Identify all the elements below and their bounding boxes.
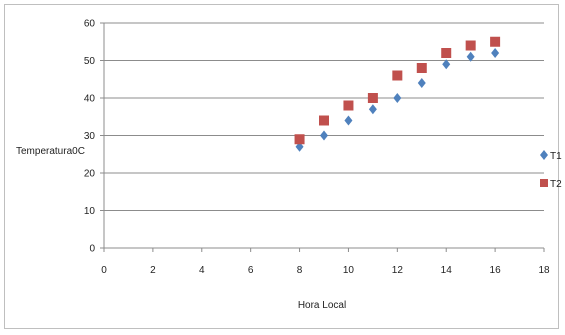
data-point-t2 (343, 100, 354, 111)
x-tick-label: 8 (297, 265, 303, 276)
data-point-t2 (490, 36, 501, 47)
x-tick-label: 0 (101, 265, 107, 276)
legend-label-t2: T2 (550, 179, 562, 190)
data-point-t1 (393, 93, 402, 103)
data-point-t2 (441, 48, 452, 58)
x-axis-title: Hora Local (298, 300, 346, 311)
data-point-t2 (294, 134, 305, 145)
y-tick-label: 50 (84, 56, 96, 67)
x-tick-label: 14 (441, 265, 453, 276)
data-point-t2 (392, 70, 403, 81)
data-points (294, 36, 501, 152)
y-tick-label: 30 (84, 131, 96, 142)
y-tick-label: 60 (84, 19, 96, 30)
x-tick-label: 10 (343, 265, 355, 276)
gridlines (104, 22, 544, 211)
data-point-t1 (320, 130, 328, 141)
legend-label-t1: T1 (550, 151, 562, 162)
legend: T1 T2 (540, 150, 562, 190)
y-tick-label: 20 (84, 169, 96, 180)
data-point-t2 (416, 63, 427, 73)
x-tick-label: 18 (538, 265, 550, 276)
axes (100, 22, 545, 252)
data-point-t1 (344, 115, 353, 126)
data-point-t2 (367, 93, 378, 103)
legend-marker-t2 (540, 179, 548, 187)
data-point-t1 (442, 59, 451, 70)
y-tick-labels: 0 10 20 30 40 50 60 (84, 19, 96, 255)
y-tick-label: 10 (84, 206, 96, 217)
data-point-t2 (465, 40, 476, 51)
x-tick-label: 12 (392, 265, 404, 276)
y-tick-label: 0 (89, 244, 95, 255)
y-tick-label: 40 (84, 94, 96, 105)
x-tick-label: 4 (199, 265, 205, 276)
data-point-t1 (417, 78, 426, 88)
x-tick-label: 2 (150, 265, 156, 276)
chart-frame (4, 4, 559, 329)
x-tick-label: 16 (490, 265, 502, 276)
legend-marker-t1 (540, 150, 548, 160)
data-point-t1 (368, 104, 377, 115)
x-tick-labels: 0 2 4 6 8 10 12 14 16 18 (101, 265, 550, 276)
data-point-t2 (319, 115, 329, 126)
x-tick-label: 6 (248, 265, 254, 276)
data-point-t1 (491, 48, 500, 58)
y-axis-title: Temperatura0C (16, 146, 85, 157)
data-point-t1 (466, 51, 475, 62)
